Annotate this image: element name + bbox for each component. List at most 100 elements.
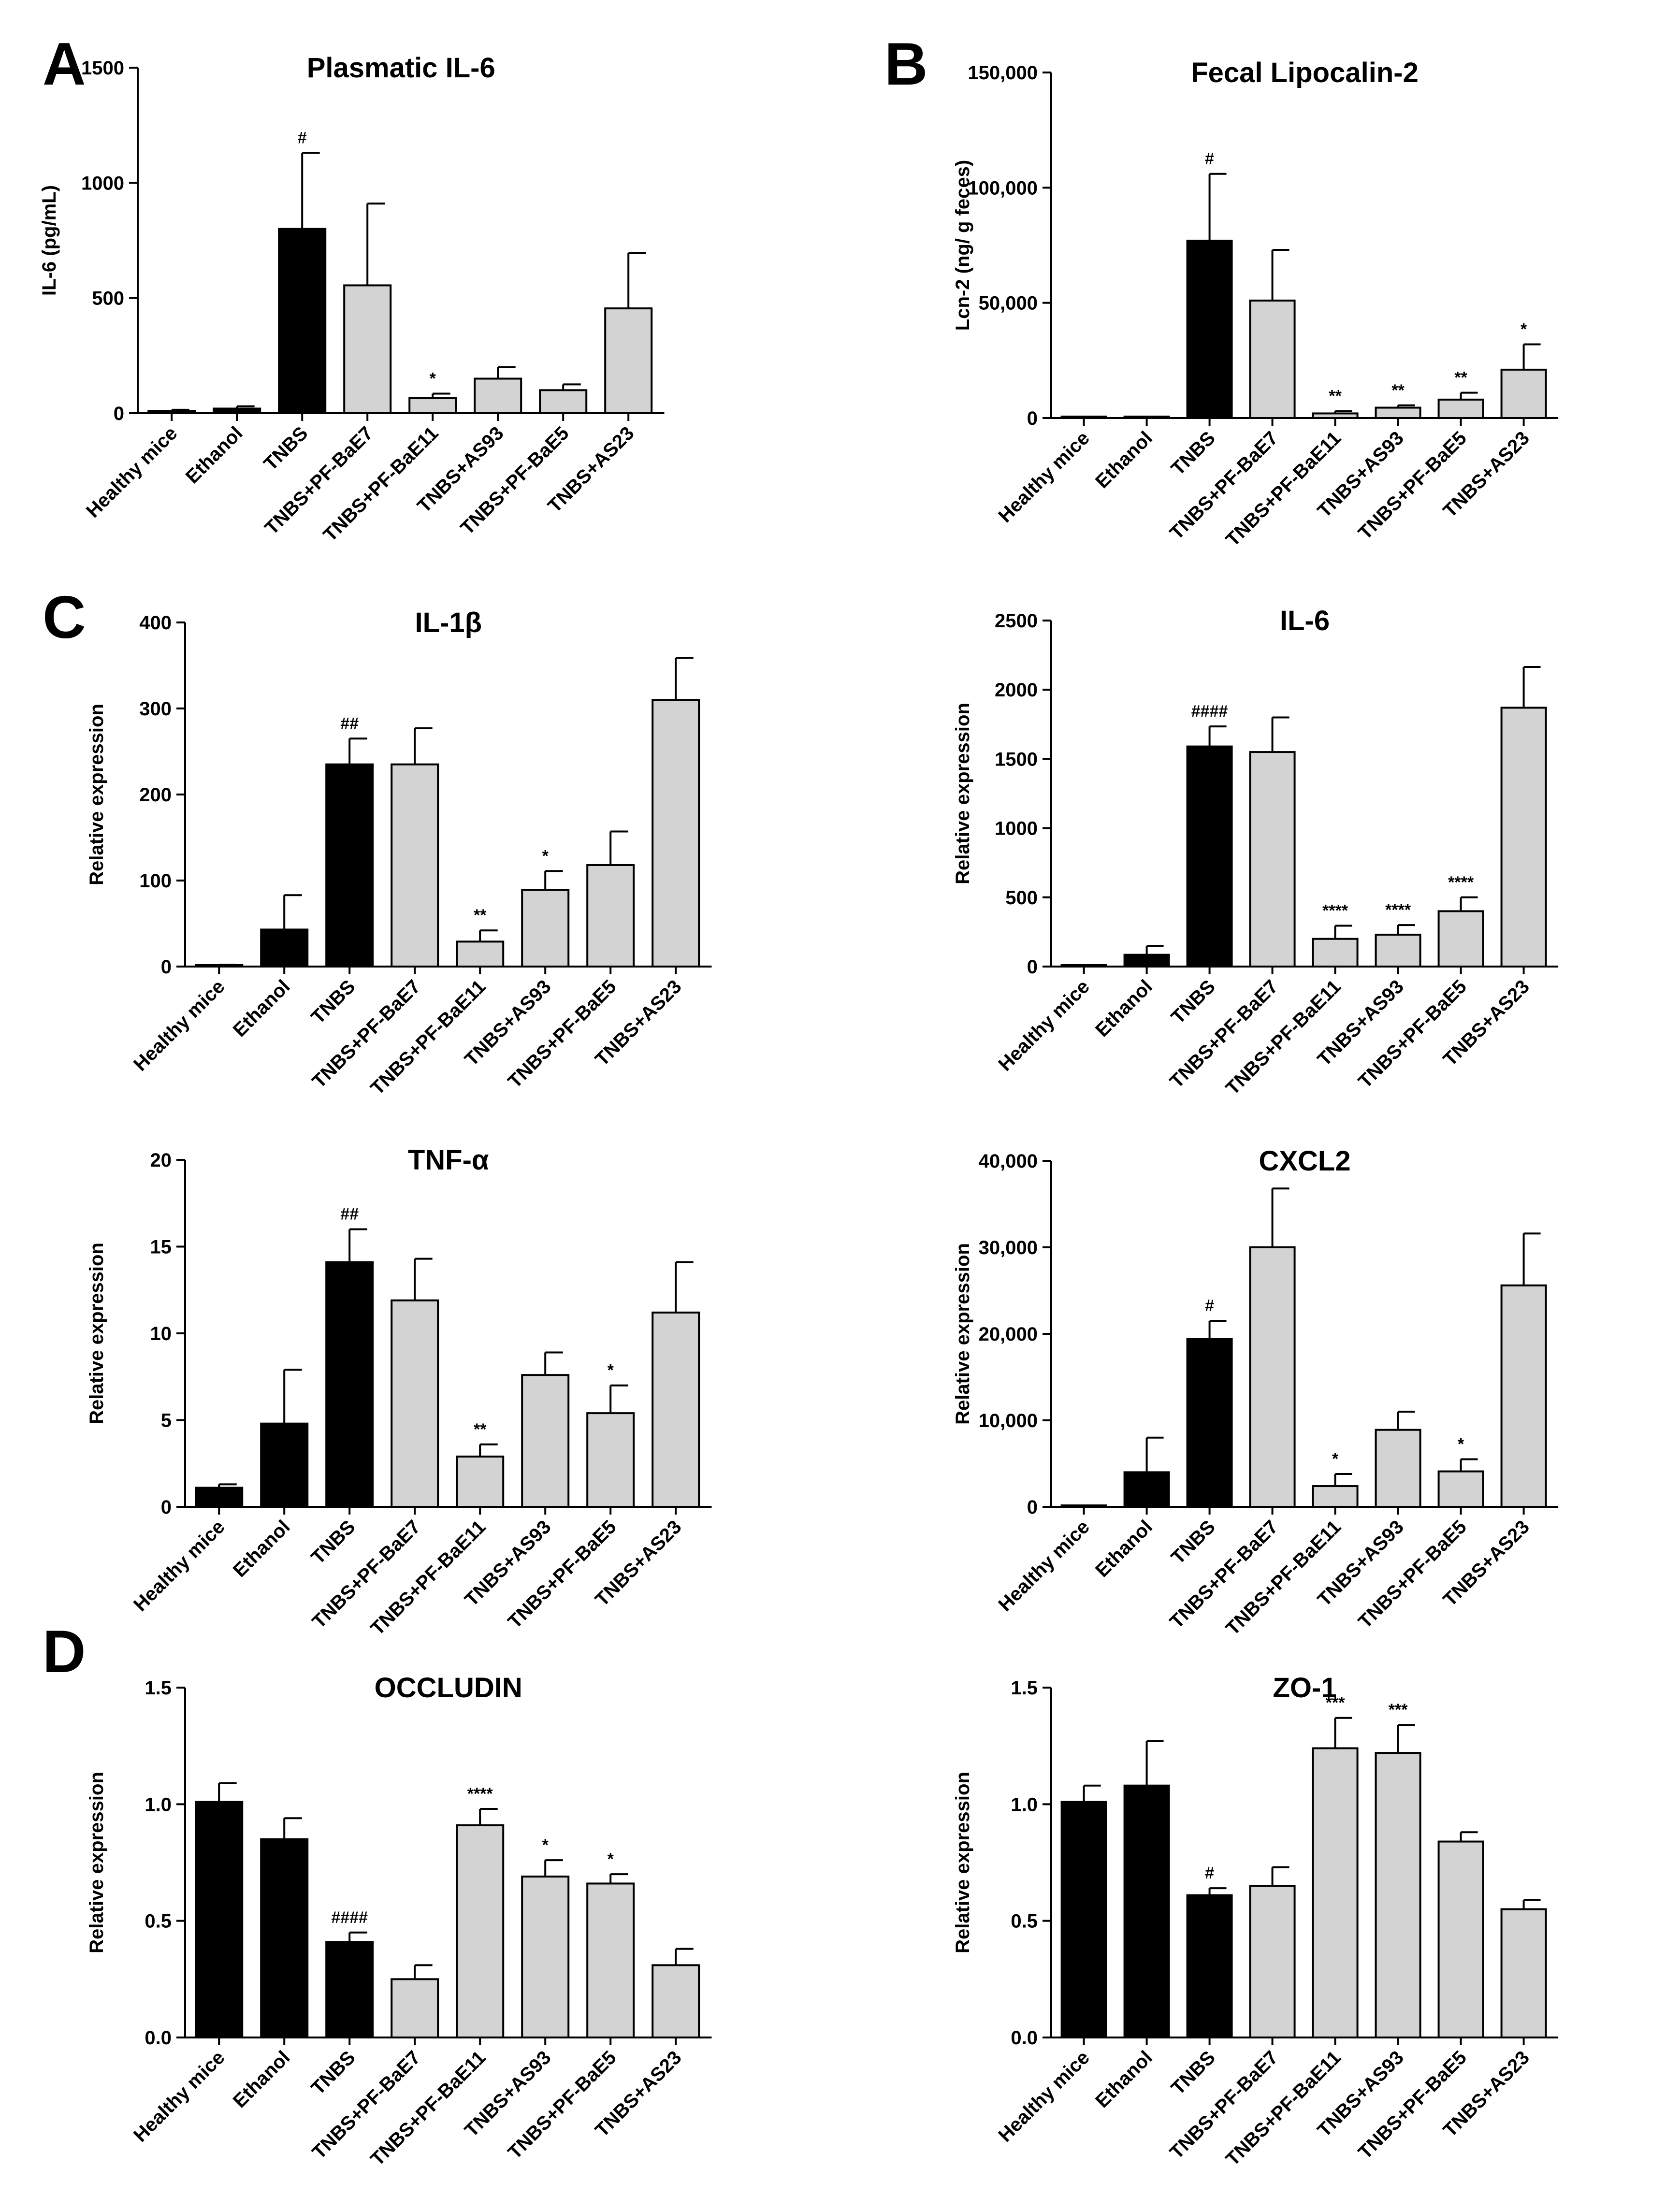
y-tick-label: 0 <box>1027 1497 1038 1518</box>
significance-label: # <box>1205 150 1214 168</box>
bar-tnbs-as23 <box>652 699 700 968</box>
panel-letter-b: B <box>884 31 928 98</box>
category-label: Healthy mice <box>994 2047 1094 2146</box>
bar-tnbs-as93 <box>1375 1752 1421 2039</box>
bar-tnbs-as93 <box>521 1875 570 2038</box>
y-tick-label: 1000 <box>81 173 124 194</box>
bar-tnbs-pf-bae11 <box>456 1824 505 2039</box>
bar-tnbs <box>325 1261 374 1508</box>
y-tick-label: 0 <box>1027 956 1038 978</box>
category-label: Ethanol <box>1091 1516 1157 1581</box>
bar-tnbs-pf-bae5 <box>539 389 588 414</box>
bar-tnbs <box>1186 745 1233 968</box>
y-tick-label: 0 <box>114 403 124 424</box>
significance-label: # <box>1205 1864 1214 1882</box>
bar-tnbs-as93 <box>1375 1429 1421 1508</box>
bar-tnbs-pf-bae7 <box>1249 299 1296 419</box>
chart-lcn2-fecal: Fecal Lipocalin-2 0 50,000 100,000 150,000 Lc… <box>952 57 1559 550</box>
bar-tnbs-as93 <box>474 377 522 414</box>
category-label: Healthy mice <box>994 427 1094 527</box>
significance-label: * <box>542 1836 549 1854</box>
chart-title: Fecal Lipocalin-2 <box>1191 57 1419 88</box>
bar-tnbs-pf-bae11 <box>1312 1747 1359 2039</box>
category-label: TNBS+PF-BaE11 <box>319 422 442 546</box>
category-label: Healthy mice <box>994 976 1094 1075</box>
category-label: Healthy mice <box>130 1516 229 1616</box>
y-tick-label: 1.5 <box>145 1677 172 1699</box>
bar-tnbs-as23 <box>1500 368 1547 419</box>
y-tick-label: 100 <box>139 870 172 892</box>
significance-label: ** <box>474 906 487 925</box>
bar-ethanol <box>1123 1784 1170 2038</box>
panel-letter-a: A <box>43 31 86 98</box>
bar-healthy-mice <box>1060 416 1107 419</box>
bar-tnbs-as93 <box>1375 406 1421 419</box>
category-label: Ethanol <box>182 422 247 488</box>
category-label: TNBS+PF-BaE7 <box>1166 976 1282 1092</box>
bar-tnbs-as23 <box>604 307 653 414</box>
significance-label: # <box>1205 1297 1214 1315</box>
bar-tnbs-pf-bae5 <box>586 864 635 968</box>
category-label: TNBS <box>260 422 312 475</box>
y-tick-label: 1000 <box>995 818 1038 839</box>
y-axis-label: Relative expression <box>952 703 973 884</box>
bar-tnbs-as93 <box>521 1374 570 1508</box>
y-tick-label: 500 <box>92 288 124 309</box>
bar-tnbs-pf-bae11 <box>1312 1485 1359 1508</box>
y-tick-label: 20 <box>150 1150 172 1171</box>
significance-label: * <box>542 847 549 865</box>
category-label: Ethanol <box>1091 976 1157 1041</box>
category-label: TNBS+PF-BaE11 <box>1222 976 1345 1099</box>
bar-tnbs-pf-bae5 <box>1437 910 1484 968</box>
chart-occludin: OCCLUDIN 0.0 0.5 1.0 1.5 Relative expression H… <box>86 1672 712 2170</box>
y-axis-label: Relative expression <box>86 1772 107 1953</box>
y-tick-label: 500 <box>1005 887 1038 909</box>
y-axis-label: Lcn-2 (ng/ g feces) <box>952 160 973 331</box>
y-axis-label: Relative expression <box>86 1242 107 1424</box>
y-tick-label: 50,000 <box>979 293 1038 314</box>
chart-title: IL-1β <box>415 607 482 638</box>
bar-tnbs-pf-bae11 <box>408 397 457 414</box>
category-label: Healthy mice <box>82 422 182 522</box>
significance-label: ## <box>340 1205 359 1224</box>
bar-tnbs-pf-bae5 <box>586 1882 635 2038</box>
bar-tnbs-pf-bae11 <box>1312 938 1359 968</box>
category-label: Healthy mice <box>994 1516 1094 1616</box>
significance-label: * <box>608 1850 614 1868</box>
y-tick-label: 1500 <box>995 749 1038 770</box>
bar-tnbs-pf-bae11 <box>456 940 505 968</box>
bar-tnbs <box>1186 239 1233 419</box>
category-label: Ethanol <box>1091 2047 1157 2112</box>
category-label: Healthy mice <box>130 2047 229 2146</box>
y-tick-label: 5 <box>161 1410 172 1431</box>
significance-label: **** <box>1385 901 1411 919</box>
bar-tnbs-pf-bae11 <box>456 1455 505 1508</box>
bar-tnbs <box>1186 1894 1233 2038</box>
significance-label: ** <box>1391 381 1405 400</box>
y-tick-label: 200 <box>139 784 172 806</box>
bar-tnbs-pf-bae7 <box>1249 751 1296 968</box>
bar-tnbs-pf-bae7 <box>1249 1885 1296 2038</box>
category-label: TNBS+PF-BaE5 <box>504 1516 621 1633</box>
chart-title: CXCL2 <box>1259 1145 1350 1177</box>
bar-healthy-mice <box>1060 1801 1107 2038</box>
chart-title: Plasmatic IL-6 <box>307 52 495 84</box>
category-label: TNBS+PF-BaE7 <box>308 2047 425 2163</box>
bar-ethanol <box>1123 954 1170 968</box>
y-tick-label: 1.0 <box>145 1794 172 1815</box>
bar-tnbs-as23 <box>652 1311 700 1508</box>
y-tick-label: 300 <box>139 698 172 720</box>
category-label: TNBS+PF-BaE5 <box>504 2047 621 2163</box>
chart-title: OCCLUDIN <box>375 1672 522 1704</box>
bar-ethanol <box>260 928 309 968</box>
significance-label: ** <box>1329 387 1342 405</box>
bar-tnbs-as93 <box>521 889 570 968</box>
bar-tnbs-as23 <box>652 1964 700 2038</box>
bar-tnbs-pf-bae7 <box>391 1978 439 2038</box>
significance-label: #### <box>1191 702 1228 721</box>
y-tick-label: 30,000 <box>979 1237 1038 1258</box>
category-label: Ethanol <box>229 2047 294 2112</box>
category-label: TNBS+PF-BaE7 <box>308 976 425 1092</box>
category-label: TNBS+PF-BaE5 <box>1354 427 1471 544</box>
y-tick-label: 40,000 <box>979 1151 1038 1172</box>
